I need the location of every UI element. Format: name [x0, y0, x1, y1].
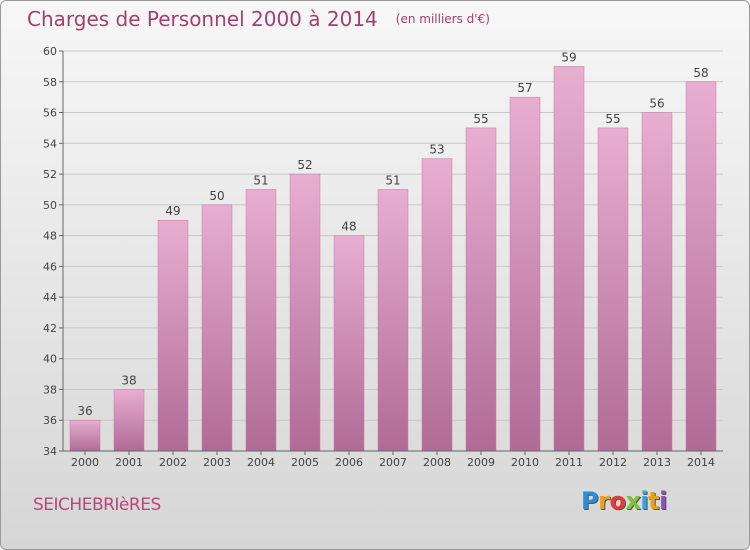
bar [333, 235, 365, 452]
x-tick-label: 2014 [687, 456, 715, 469]
y-tick-label: 56 [43, 107, 57, 120]
logo-letter: i [659, 487, 667, 515]
data-label: 55 [605, 112, 620, 126]
data-label: 48 [341, 220, 356, 234]
logo-letter: r [598, 487, 610, 515]
x-tick-label: 2006 [335, 456, 363, 469]
data-label: 51 [385, 173, 400, 187]
y-tick-label: 58 [43, 76, 57, 89]
bar [113, 389, 145, 452]
y-tick-label: 54 [43, 137, 57, 150]
y-tick-label: 40 [43, 353, 57, 366]
bar [289, 173, 321, 452]
x-tick-label: 2009 [467, 456, 495, 469]
bar [641, 112, 673, 452]
logo-letter: t [648, 487, 660, 515]
commune-name: SEICHEBRIèRES [33, 495, 161, 515]
logo-letter: o [609, 487, 626, 515]
x-tick-label: 2013 [643, 456, 671, 469]
bars [69, 66, 717, 452]
bar [201, 204, 233, 452]
y-tick-label: 52 [43, 168, 57, 181]
data-label: 57 [517, 81, 532, 95]
y-tick-label: 36 [43, 414, 57, 427]
axes: 34 36 38 40 42 44 46 48 50 52 54 56 58 60 2000 2001 2002… [43, 45, 723, 469]
x-tick-label: 2004 [247, 456, 275, 469]
x-tick-label: 2011 [555, 456, 583, 469]
logo-letter: P [581, 487, 599, 515]
x-tick-label: 2005 [291, 456, 319, 469]
data-label: 36 [77, 404, 92, 418]
bar [465, 127, 497, 452]
y-tick-label: 38 [43, 383, 57, 396]
bar [245, 189, 277, 452]
proxiti-logo[interactable]: Proxiti [581, 487, 667, 515]
bar [157, 219, 189, 452]
bar [69, 419, 101, 452]
logo-letter: x [625, 487, 641, 515]
y-tick-label: 60 [43, 45, 57, 58]
data-label: 59 [561, 50, 576, 64]
logo-letter: i [640, 487, 649, 515]
data-label: 53 [429, 143, 444, 157]
data-labels: 36 38 49 50 51 52 48 51 53 55 57 59 55 56 58 [77, 50, 708, 418]
x-tick-label: 2003 [203, 456, 231, 469]
bar [421, 158, 453, 452]
data-label: 50 [209, 189, 224, 203]
x-tick-label: 2007 [379, 456, 407, 469]
x-tick-label: 2008 [423, 456, 451, 469]
data-label: 51 [253, 173, 268, 187]
x-tick-label: 2001 [115, 456, 143, 469]
y-tick-label: 42 [43, 322, 57, 335]
x-tick-label: 2012 [599, 456, 627, 469]
bar [685, 81, 717, 452]
bar [509, 96, 541, 452]
data-label: 58 [693, 66, 708, 80]
y-tick-label: 34 [43, 445, 57, 458]
title-text: Charges de Personnel 2000 à 2014 [27, 7, 378, 31]
bar [597, 127, 629, 452]
chart-subtitle: (en milliers d'€) [395, 12, 490, 26]
data-label: 38 [121, 373, 136, 387]
chart-title: Charges de Personnel 2000 à 2014 (en mill… [27, 7, 490, 31]
data-label: 52 [297, 158, 312, 172]
y-tick-label: 50 [43, 199, 57, 212]
y-tick-label: 46 [43, 260, 57, 273]
y-tick-label: 44 [43, 291, 57, 304]
data-label: 56 [649, 97, 664, 111]
x-tick-label: 2000 [71, 456, 99, 469]
x-tick-label: 2002 [159, 456, 187, 469]
bar [553, 66, 585, 452]
bar [377, 189, 409, 452]
x-tick-label: 2010 [511, 456, 539, 469]
data-label: 55 [473, 112, 488, 126]
data-label: 49 [165, 204, 180, 218]
y-tick-label: 48 [43, 230, 57, 243]
